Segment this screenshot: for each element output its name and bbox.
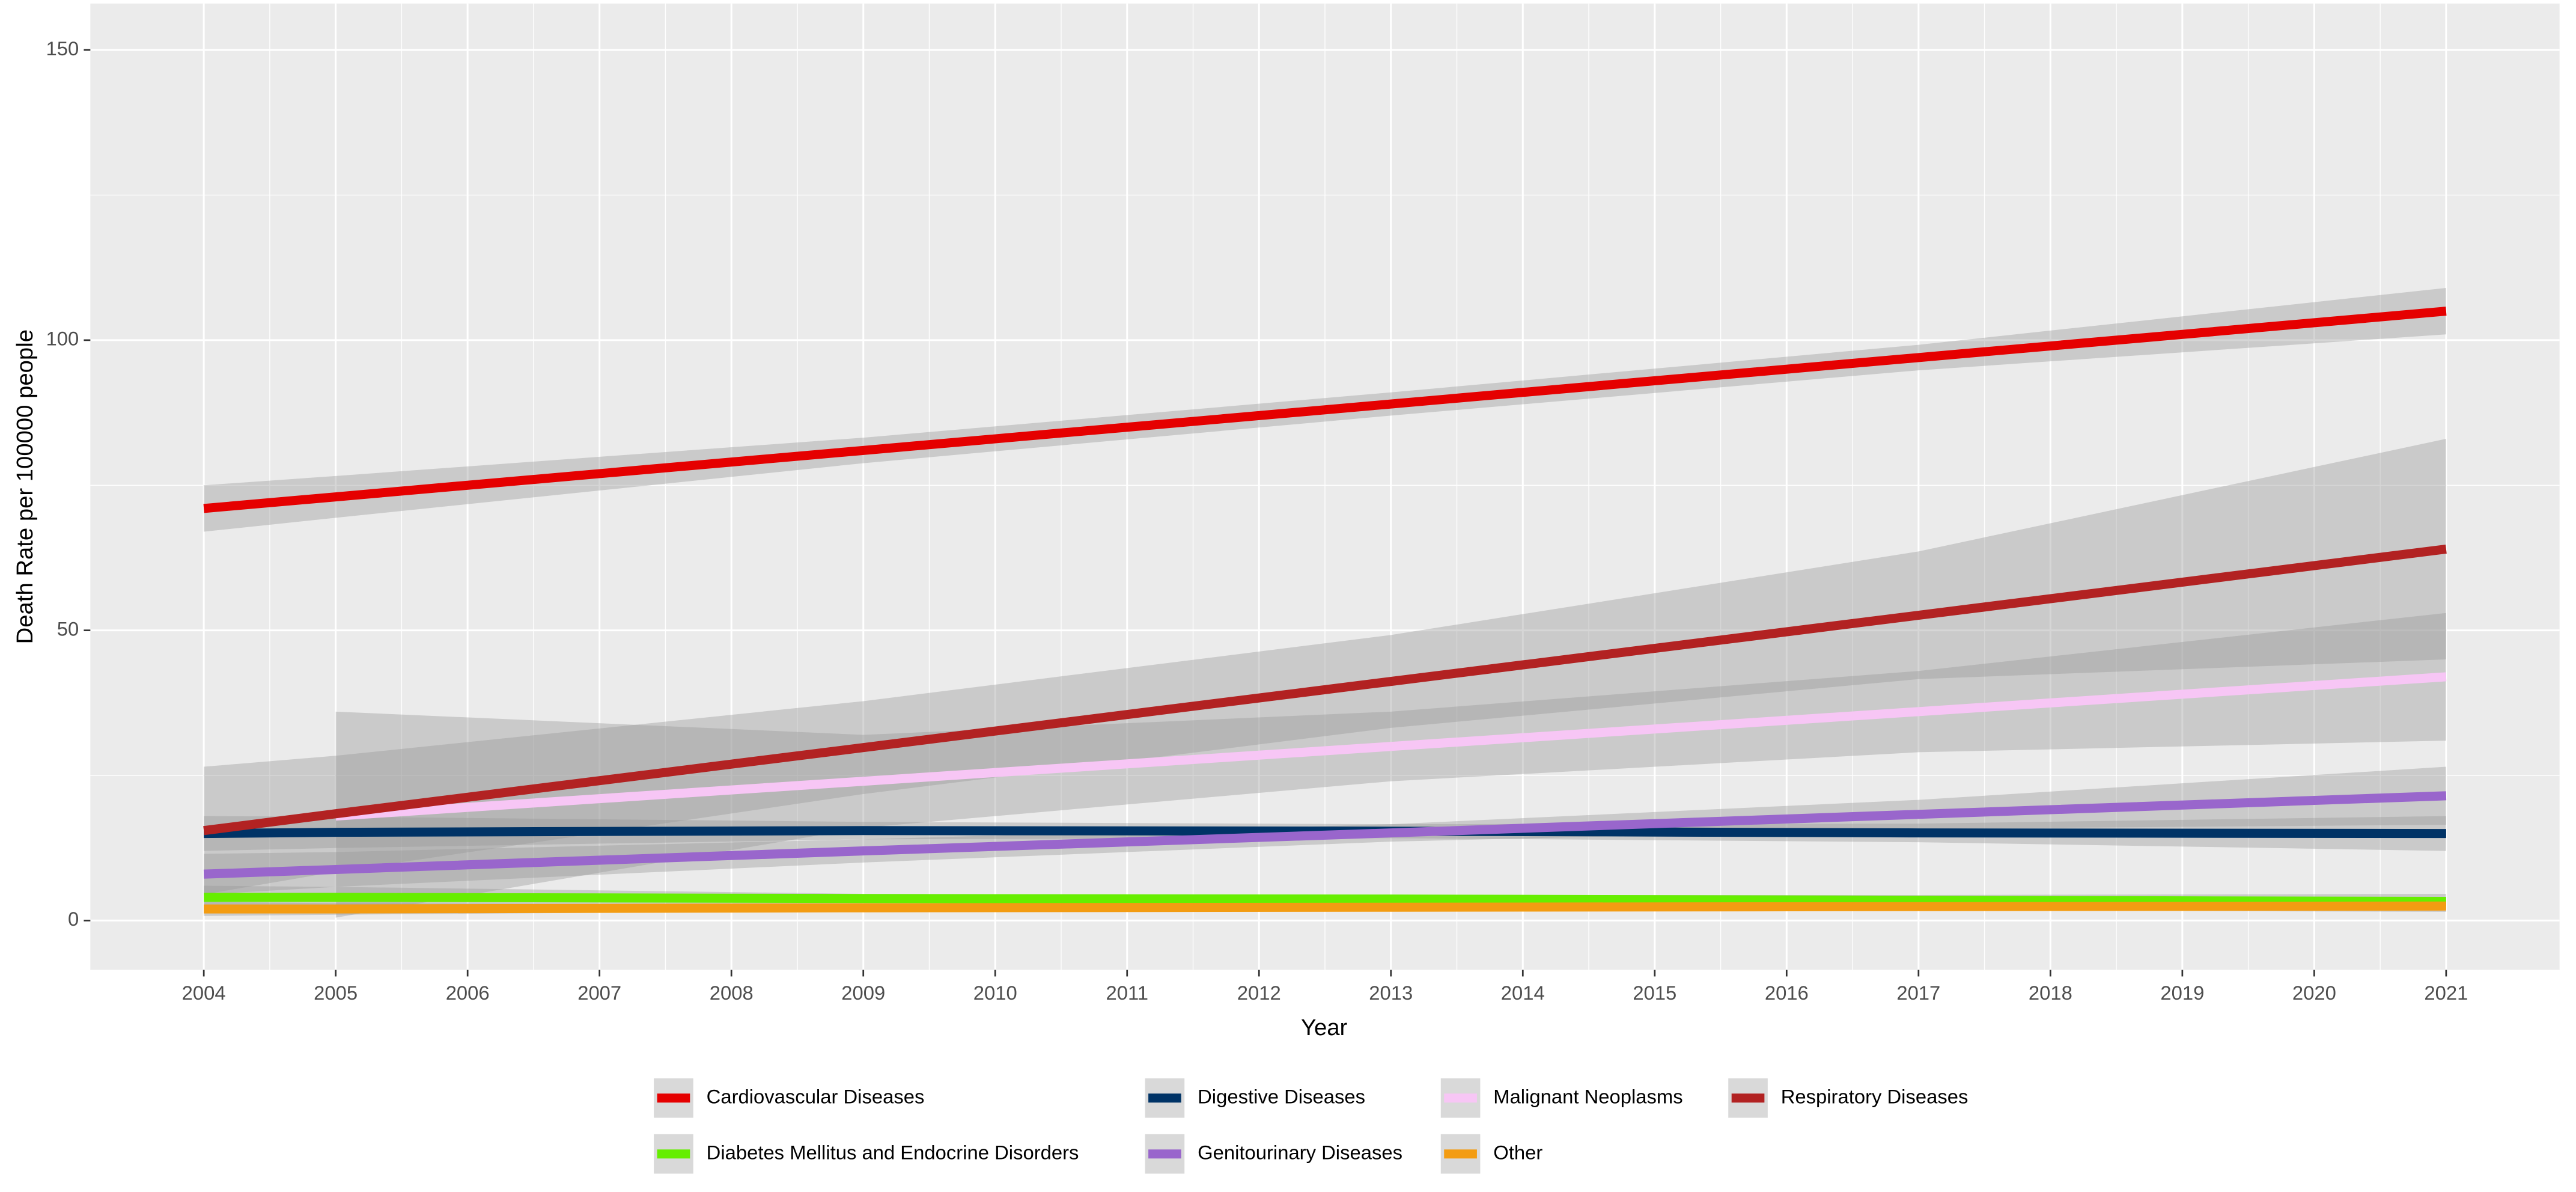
trend-line — [203, 791, 2447, 879]
legend-label: Diabetes Mellitus and Endocrine Disorder… — [707, 1141, 1079, 1163]
trend-line — [204, 893, 2446, 906]
x-tick-label: 2011 — [1106, 982, 1148, 1004]
trend-line — [335, 672, 2447, 821]
legend-label: Respiratory Diseases — [1781, 1085, 1969, 1107]
x-tick-label: 2010 — [973, 982, 1017, 1004]
x-tick-label: 2017 — [1896, 982, 1940, 1004]
x-tick-label: 2007 — [577, 982, 621, 1004]
x-axis-title: Year — [1301, 1015, 1348, 1041]
x-tick-label: 2005 — [314, 982, 358, 1004]
x-tick-label: 2004 — [182, 982, 226, 1004]
trend-line — [203, 545, 2447, 836]
x-tick-label: 2018 — [2029, 982, 2072, 1004]
legend-label: Digestive Diseases — [1198, 1085, 1365, 1107]
x-tick-label: 2008 — [710, 982, 754, 1004]
confidence-band — [204, 439, 2446, 894]
x-tick-label: 2012 — [1237, 982, 1281, 1004]
trend-line — [204, 826, 2446, 839]
x-tick-label: 2014 — [1501, 982, 1545, 1004]
legend-label: Malignant Neoplasms — [1493, 1085, 1682, 1107]
y-tick-label: 100 — [46, 328, 79, 350]
x-tick-label: 2020 — [2292, 982, 2336, 1004]
y-tick-label: 50 — [57, 617, 79, 640]
legend-label: Genitourinary Diseases — [1198, 1141, 1402, 1163]
y-axis-title: Death Rate per 100000 people — [12, 329, 38, 644]
legend-label: Other — [1493, 1141, 1542, 1163]
trend-line — [204, 901, 2446, 914]
y-tick-label: 150 — [46, 37, 79, 60]
legend-label: Cardiovascular Diseases — [707, 1085, 925, 1107]
x-tick-label: 2006 — [446, 982, 490, 1004]
x-tick-label: 2019 — [2160, 982, 2204, 1004]
x-tick-label: 2016 — [1765, 982, 1809, 1004]
y-tick-label: 0 — [68, 908, 79, 930]
x-tick-label: 2009 — [841, 982, 885, 1004]
x-tick-label: 2015 — [1633, 982, 1676, 1004]
confidence-band — [335, 613, 2446, 918]
trend-line — [203, 307, 2447, 513]
x-tick-label: 2013 — [1369, 982, 1413, 1004]
x-tick-label: 2021 — [2424, 982, 2468, 1004]
